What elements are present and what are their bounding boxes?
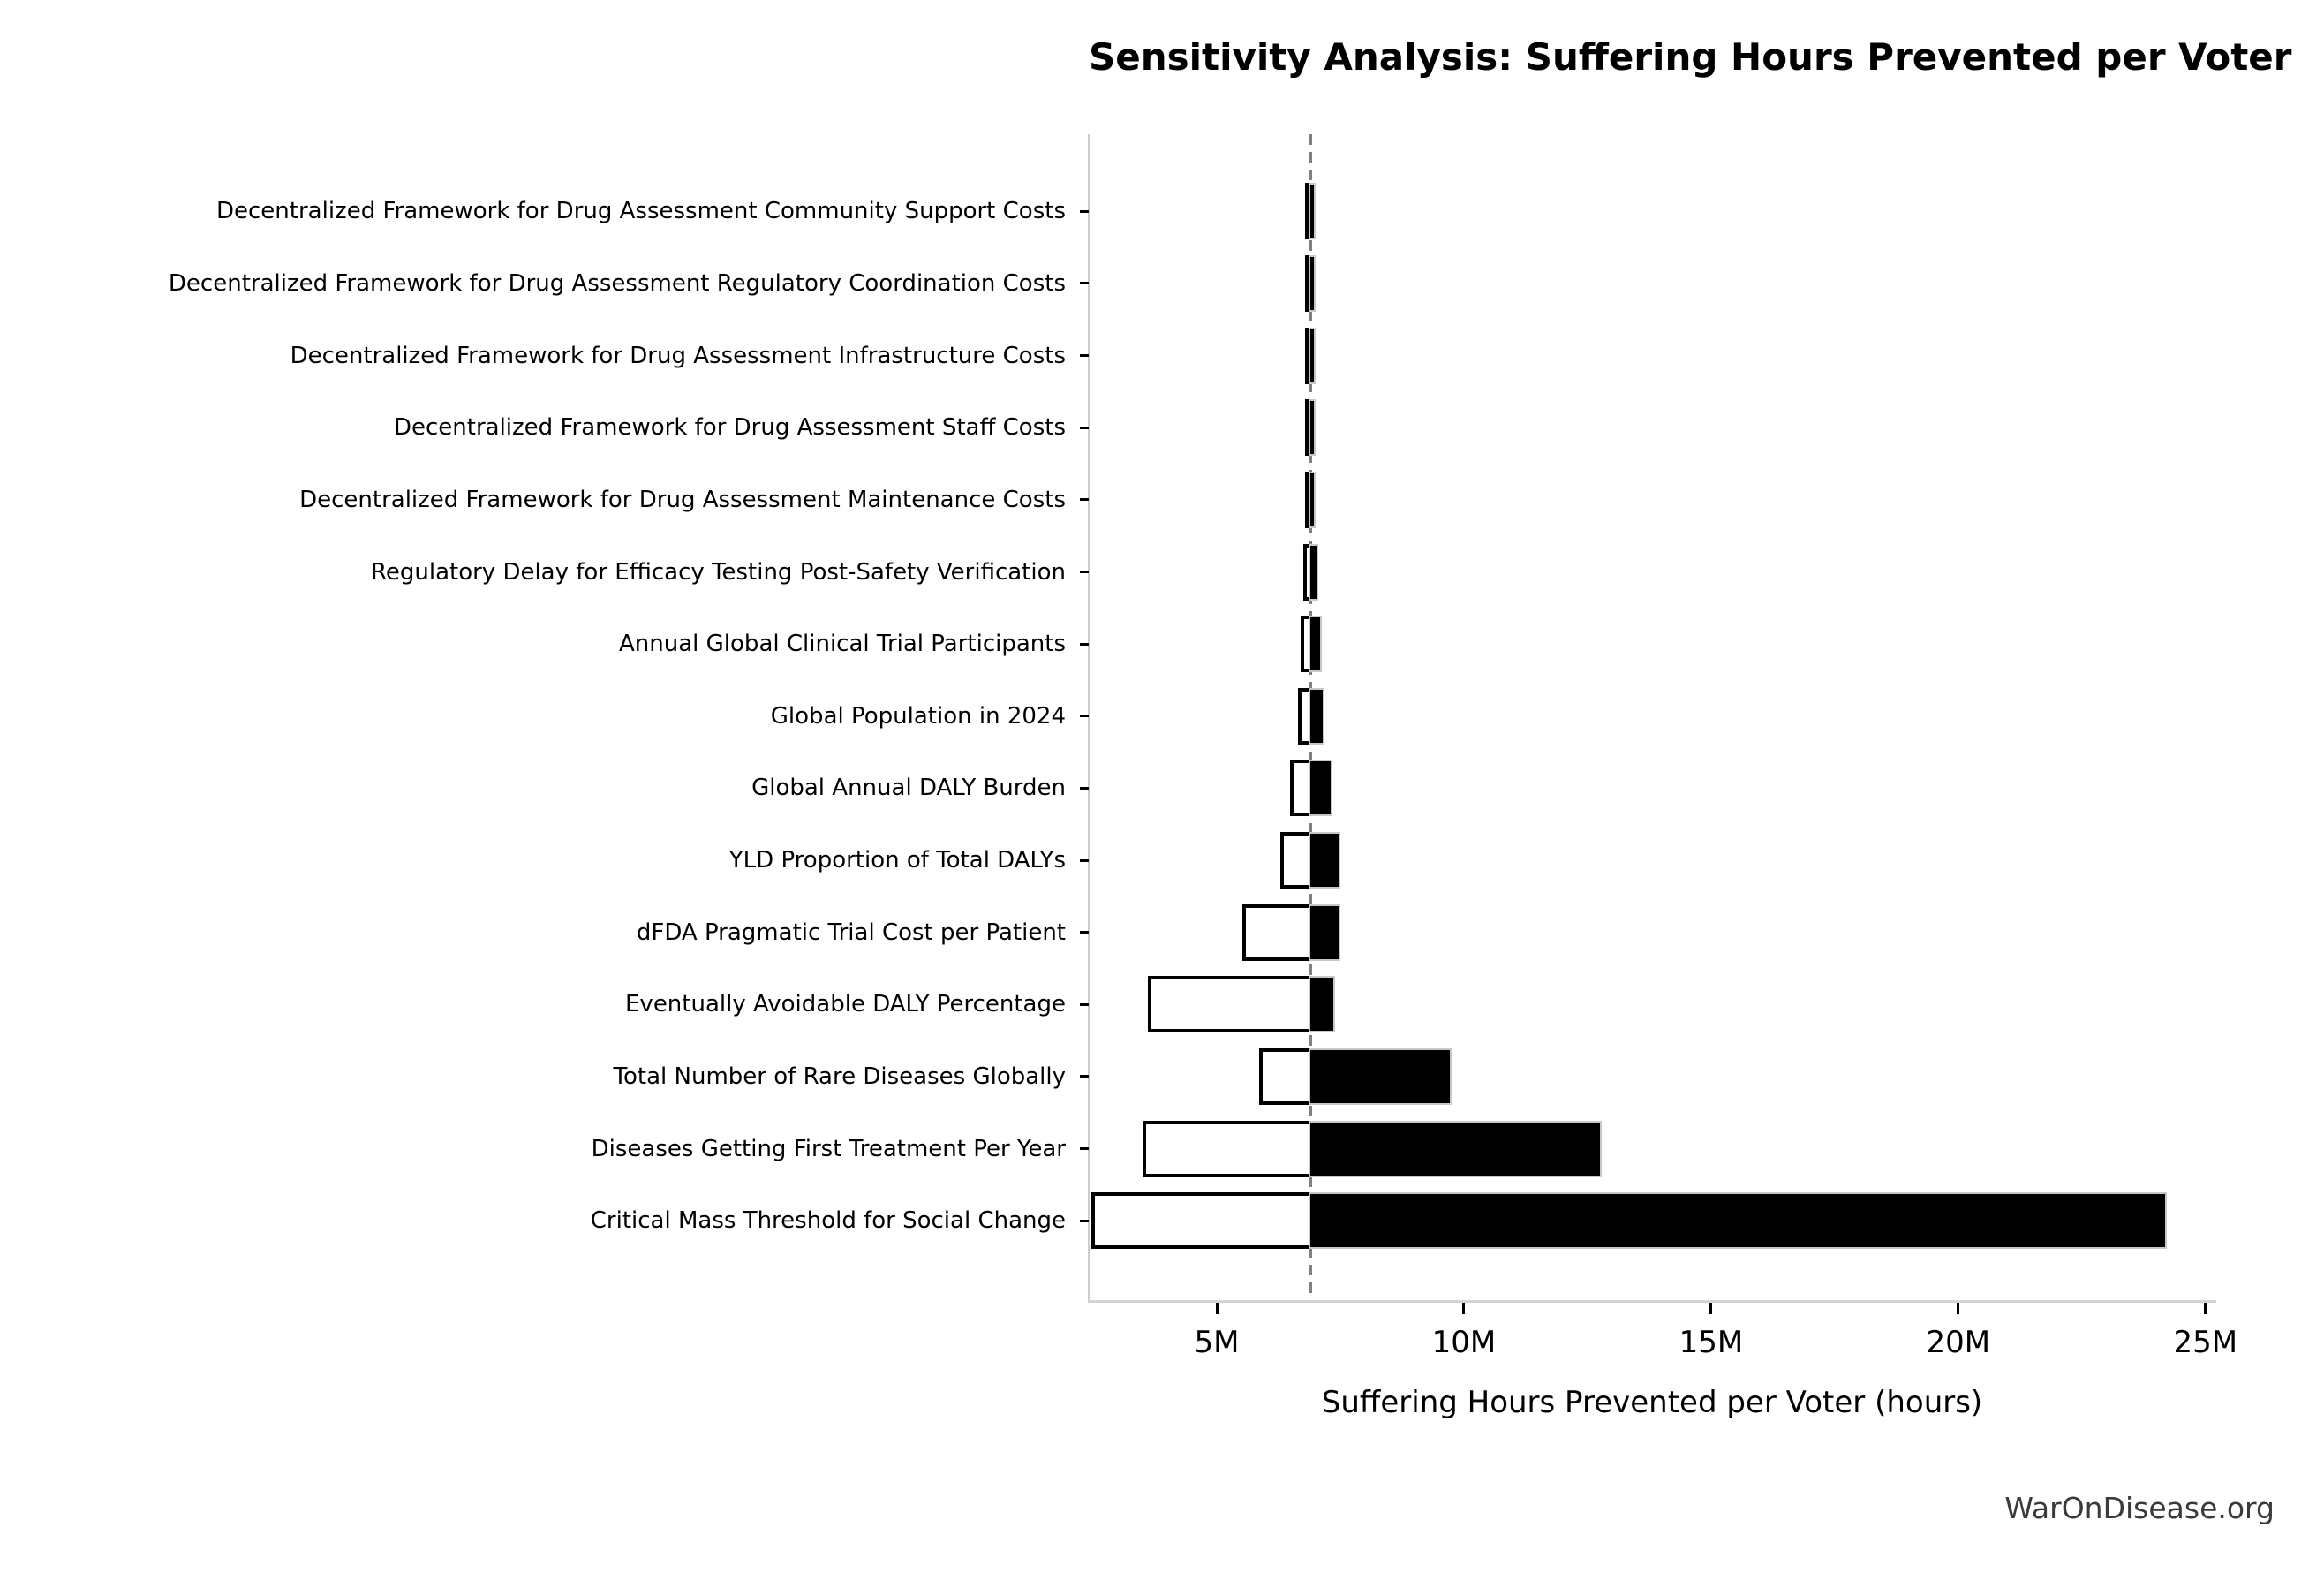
y-tick <box>1080 1219 1089 1222</box>
y-tick <box>1080 858 1089 862</box>
bar-low <box>1279 832 1313 889</box>
bar-high <box>1309 471 1317 528</box>
bar-high <box>1309 616 1323 673</box>
bar-high <box>1309 1192 2167 1250</box>
chart-title: Sensitivity Analysis: Suffering Hours Pr… <box>1089 35 2292 79</box>
bar-high <box>1309 832 1341 889</box>
y-tick <box>1080 209 1089 213</box>
y-tick <box>1080 282 1089 285</box>
y-tick <box>1080 715 1089 718</box>
y-tick <box>1080 354 1089 358</box>
y-axis-label: Diseases Getting First Treatment Per Yea… <box>591 1135 1066 1162</box>
bar-high <box>1309 1047 1452 1105</box>
y-axis-label: Global Annual DALY Burden <box>751 775 1066 802</box>
y-axis-spine <box>1088 134 1090 1302</box>
bar-high <box>1309 543 1319 601</box>
y-tick <box>1080 498 1089 502</box>
y-tick <box>1080 571 1089 573</box>
y-axis-label: Decentralized Framework for Drug Assessm… <box>216 198 1066 225</box>
bar-low <box>1143 1120 1313 1177</box>
y-tick <box>1080 931 1089 934</box>
bar-high <box>1309 327 1317 384</box>
bar-high <box>1309 254 1317 312</box>
y-axis-label: Total Number of Rare Diseases Globally <box>613 1063 1066 1090</box>
x-tick <box>1215 1303 1219 1314</box>
bar-low <box>1241 904 1313 961</box>
y-axis-label: Eventually Avoidable DALY Percentage <box>625 991 1066 1018</box>
y-tick <box>1080 1147 1089 1151</box>
y-axis-label: Decentralized Framework for Drug Assessm… <box>393 414 1066 442</box>
bar-high <box>1309 904 1341 961</box>
bar-high <box>1309 760 1333 817</box>
x-tick-label: 15M <box>1679 1325 1744 1360</box>
x-tick <box>1709 1303 1713 1314</box>
y-tick <box>1080 1002 1089 1006</box>
bar-low <box>1147 976 1313 1033</box>
y-tick <box>1080 426 1089 429</box>
x-tick-label: 20M <box>1926 1325 1991 1360</box>
x-tick-label: 25M <box>2173 1325 2238 1360</box>
x-axis-spine <box>1088 1300 2216 1303</box>
y-tick <box>1080 642 1089 646</box>
x-tick <box>1462 1303 1466 1314</box>
y-axis-label: Annual Global Clinical Trial Participant… <box>619 631 1066 658</box>
x-tick <box>2204 1303 2207 1314</box>
y-axis-label: dFDA Pragmatic Trial Cost per Patient <box>636 919 1066 946</box>
bar-low <box>1259 1047 1313 1105</box>
bar-low <box>1091 1192 1313 1250</box>
y-axis-label: YLD Proportion of Total DALYs <box>728 847 1066 874</box>
x-tick-label: 5M <box>1194 1325 1240 1360</box>
y-axis-label: Decentralized Framework for Drug Assessm… <box>290 342 1066 369</box>
watermark-text: WarOnDisease.org <box>2004 1491 2275 1525</box>
x-tick <box>1957 1303 1960 1314</box>
y-axis-label: Decentralized Framework for Drug Assessm… <box>168 269 1066 297</box>
bar-high <box>1309 1120 1603 1177</box>
x-axis-title: Suffering Hours Prevented per Voter (hou… <box>1321 1385 1983 1420</box>
y-axis-label: Decentralized Framework for Drug Assessm… <box>299 486 1066 513</box>
bar-high <box>1309 399 1317 457</box>
y-axis-label: Global Population in 2024 <box>770 702 1066 730</box>
y-axis-label: Critical Mass Threshold for Social Chang… <box>590 1207 1066 1235</box>
x-tick-label: 10M <box>1431 1325 1497 1360</box>
y-axis-label: Regulatory Delay for Efficacy Testing Po… <box>370 558 1066 586</box>
bar-high <box>1309 183 1317 240</box>
bar-high <box>1309 976 1335 1033</box>
y-tick <box>1080 1075 1089 1078</box>
bar-high <box>1309 687 1325 745</box>
y-tick <box>1080 786 1089 790</box>
